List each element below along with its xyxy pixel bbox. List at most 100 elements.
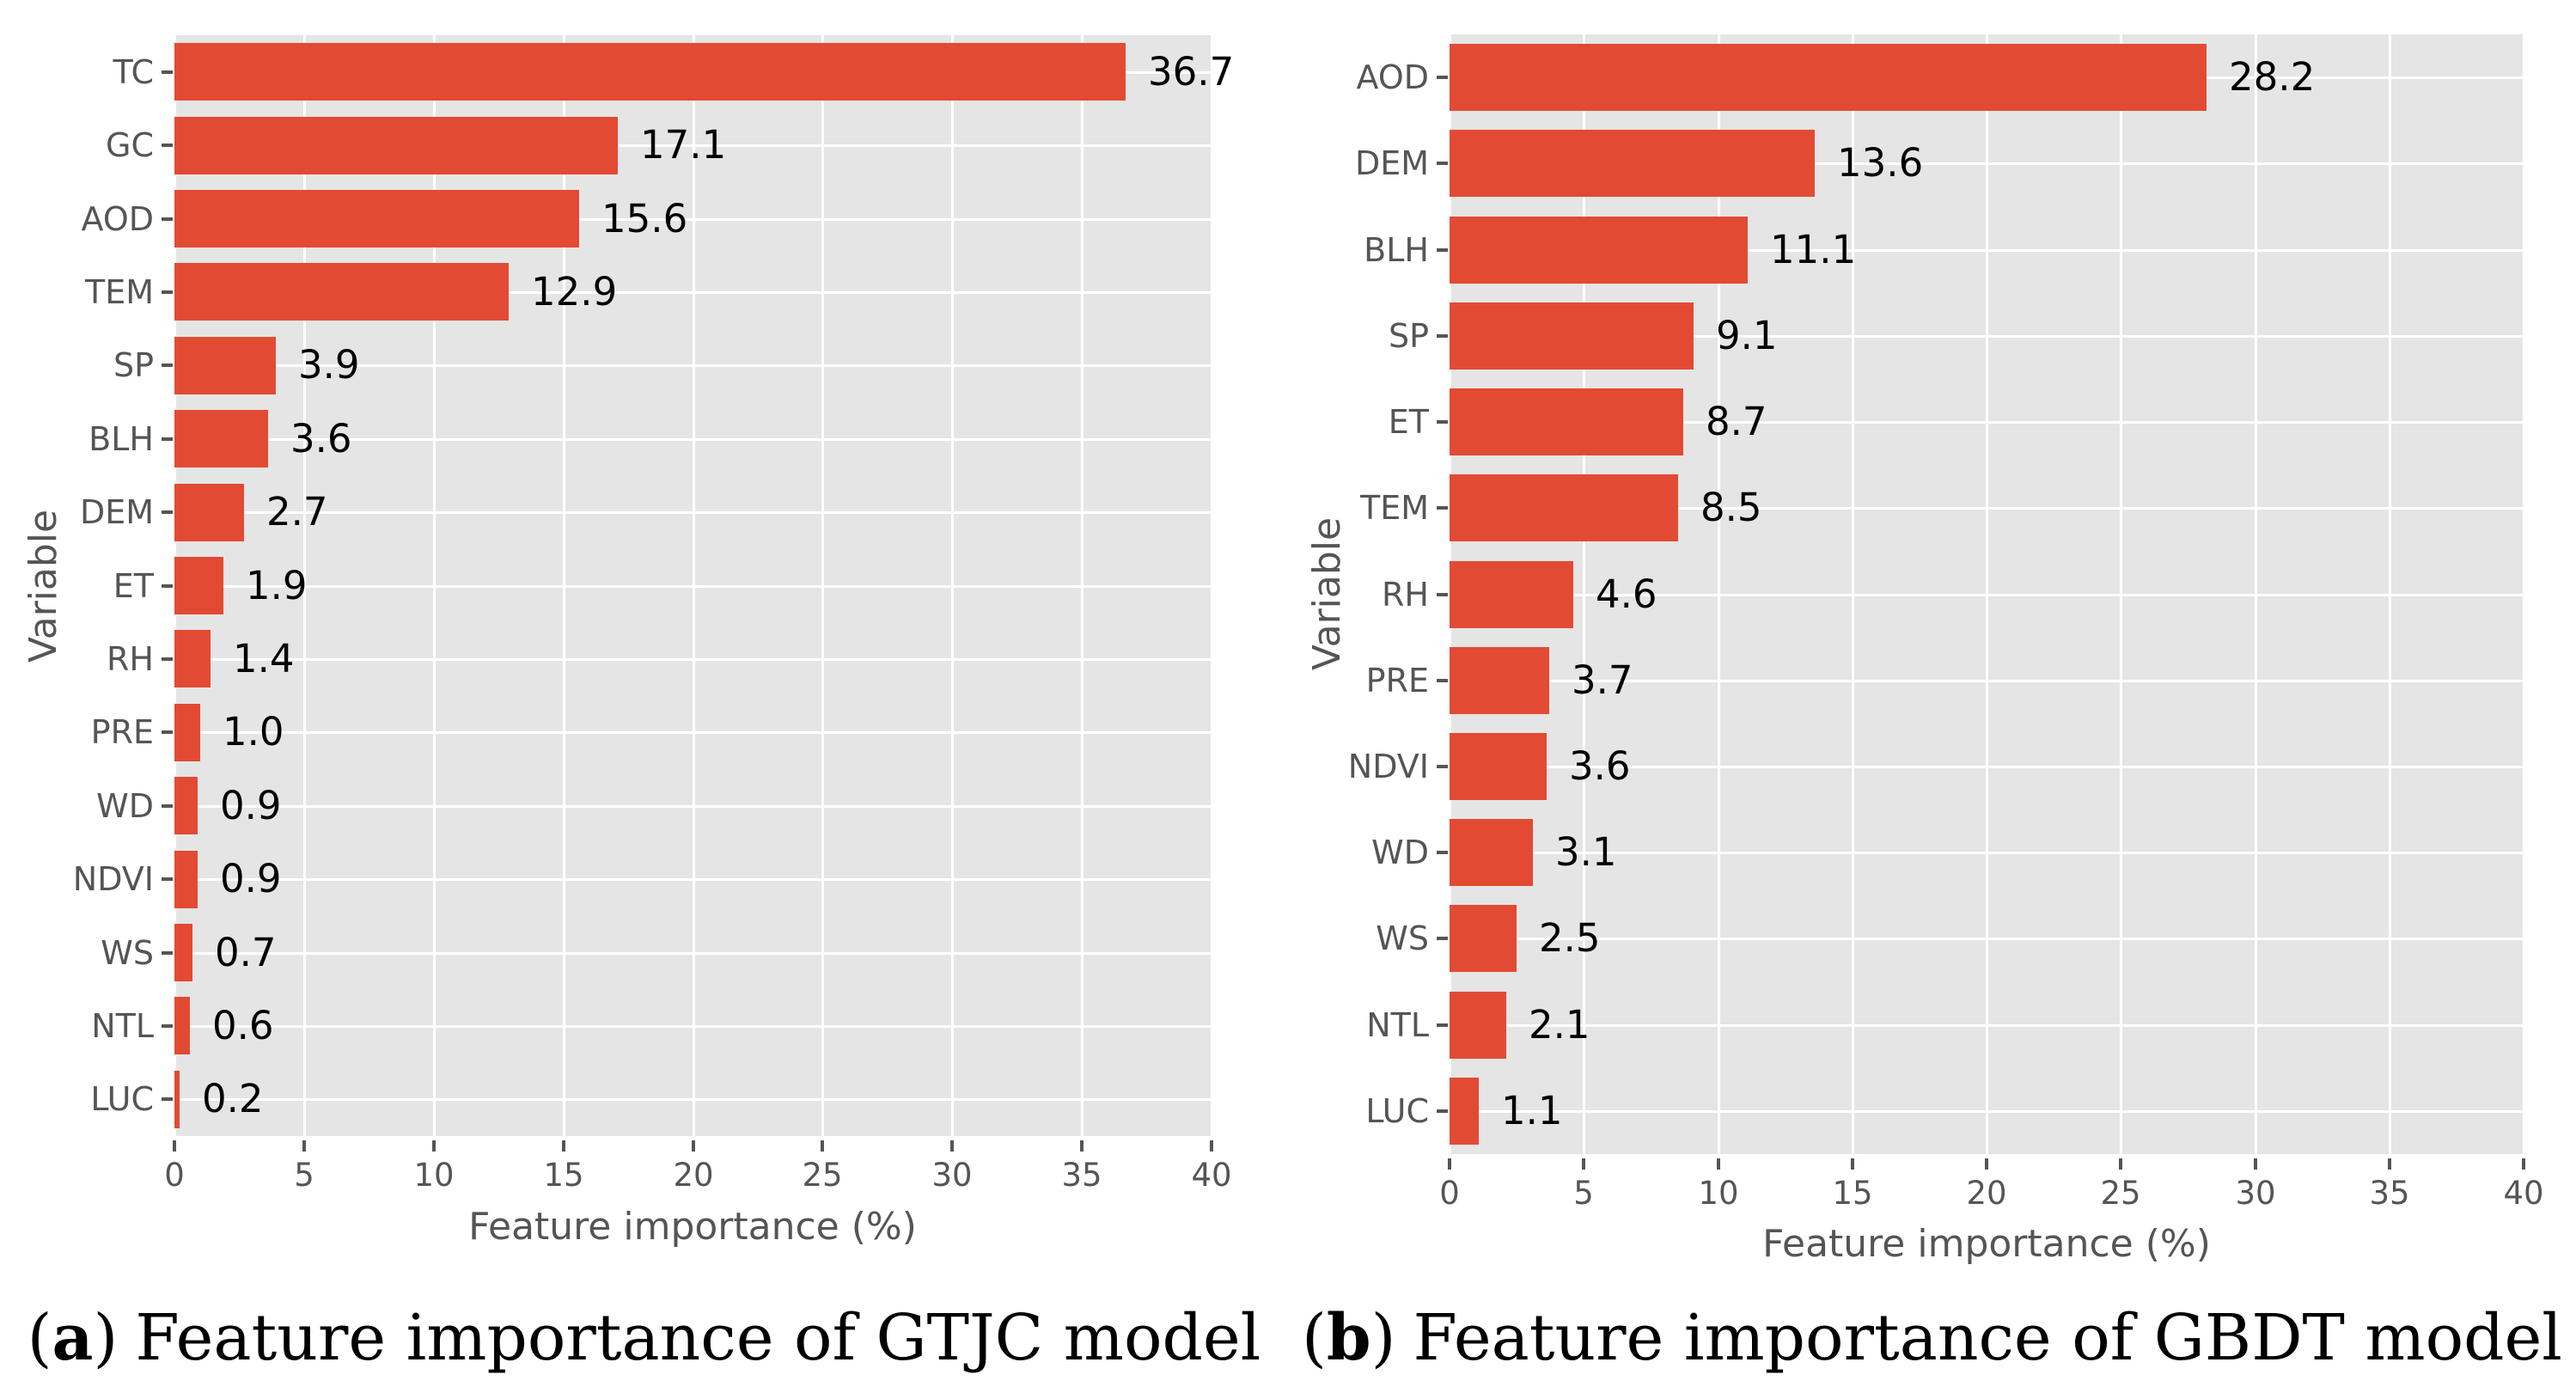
x-tick-label: 40 — [1191, 1157, 1232, 1194]
value-label: 17.1 — [640, 122, 727, 168]
plot-panel — [173, 35, 1213, 1136]
y-gridline — [174, 1097, 1212, 1101]
category-label: AOD — [81, 200, 155, 238]
y-tick — [162, 657, 173, 661]
y-tick — [162, 1024, 173, 1028]
bar — [1450, 905, 1517, 972]
value-label: 15.6 — [601, 196, 688, 241]
y-gridline — [1450, 420, 2524, 424]
category-label: WS — [1376, 919, 1429, 957]
caption-a-paren-open: ( — [27, 1301, 52, 1375]
bar — [1450, 733, 1547, 800]
category-label: WD — [96, 787, 154, 825]
x-tick-label: 30 — [931, 1157, 973, 1194]
x-tick — [173, 1140, 176, 1152]
bar — [1450, 819, 1533, 886]
y-gridline — [1450, 334, 2524, 338]
x-tick-label: 15 — [543, 1157, 584, 1194]
category-label: WD — [1371, 834, 1429, 871]
category-label: RH — [107, 640, 154, 678]
value-label: 0.6 — [212, 1003, 274, 1048]
y-tick — [162, 804, 173, 808]
caption-b-letter: b — [1326, 1301, 1371, 1375]
category-label: TEM — [1359, 489, 1429, 527]
y-gridline — [174, 730, 1212, 734]
y-tick — [1437, 765, 1448, 768]
y-gridline — [174, 437, 1212, 441]
bar — [1450, 44, 2207, 111]
bar — [174, 190, 579, 247]
bar — [174, 851, 198, 908]
bar — [174, 1071, 180, 1128]
category-label: NTL — [91, 1007, 154, 1045]
x-tick — [2254, 1158, 2257, 1170]
bar — [1450, 561, 1573, 628]
x-tick — [1080, 1140, 1084, 1152]
bar — [174, 337, 276, 394]
value-label: 1.4 — [233, 636, 295, 681]
y-gridline — [174, 144, 1212, 147]
value-label: 3.1 — [1555, 829, 1617, 875]
x-tick-label: 0 — [164, 1157, 185, 1194]
y-tick — [1437, 162, 1448, 165]
value-label: 0.7 — [215, 930, 277, 975]
y-tick — [162, 70, 173, 74]
value-label: 1.0 — [223, 709, 284, 754]
bar — [1450, 474, 1678, 541]
value-label: 8.5 — [1700, 485, 1762, 530]
y-gridline — [174, 1024, 1212, 1028]
x-tick — [2388, 1158, 2391, 1170]
bar — [174, 777, 198, 834]
bar — [174, 410, 268, 467]
y-gridline — [174, 584, 1212, 588]
value-label: 11.1 — [1770, 227, 1857, 272]
category-label: TC — [113, 53, 154, 91]
category-label: ET — [113, 567, 154, 605]
bar — [1450, 1078, 1479, 1145]
y-tick — [1437, 76, 1448, 79]
category-label: NTL — [1366, 1006, 1429, 1044]
x-tick — [302, 1140, 306, 1152]
bar — [174, 557, 223, 614]
x-tick-label: 20 — [673, 1157, 714, 1194]
y-gridline — [1450, 1109, 2524, 1113]
x-tick-label: 0 — [1439, 1175, 1460, 1212]
y-tick — [162, 730, 173, 734]
value-label: 3.6 — [290, 416, 352, 461]
category-label: BLH — [1364, 231, 1429, 269]
caption-b-paren-close: ) — [1370, 1301, 1396, 1375]
x-tick-label: 15 — [1832, 1175, 1873, 1212]
category-label: NDVI — [72, 860, 154, 898]
category-label: RH — [1382, 576, 1429, 614]
value-label: 2.5 — [1539, 915, 1601, 961]
value-label: 2.7 — [266, 489, 328, 535]
x-tick-label: 10 — [1698, 1175, 1739, 1212]
category-label: SP — [1388, 317, 1429, 355]
x-gridline — [2522, 34, 2525, 1154]
x-tick-label: 10 — [413, 1157, 455, 1194]
x-tick — [1717, 1158, 1720, 1170]
y-gridline — [174, 951, 1212, 955]
x-tick — [432, 1140, 436, 1152]
bar — [174, 924, 192, 981]
value-label: 0.9 — [220, 856, 282, 901]
x-tick-label: 25 — [802, 1157, 843, 1194]
value-label: 1.1 — [1501, 1088, 1563, 1133]
y-gridline — [1450, 679, 2524, 682]
y-gridline — [174, 804, 1212, 808]
caption-a-text: Feature importance of GTJC model — [135, 1301, 1261, 1375]
caption-a-paren-close: ) — [93, 1301, 119, 1375]
bar — [174, 484, 244, 541]
category-label: DEM — [1354, 144, 1429, 182]
x-tick-label: 5 — [1573, 1175, 1594, 1212]
x-tick — [1985, 1158, 1988, 1170]
y-gridline — [174, 510, 1212, 514]
bar — [1450, 217, 1748, 284]
x-tick — [950, 1140, 954, 1152]
x-gridline — [1210, 35, 1213, 1136]
category-label: NDVI — [1347, 748, 1429, 785]
x-tick-label: 30 — [2235, 1175, 2276, 1212]
x-tick — [692, 1140, 695, 1152]
y-gridline — [1450, 851, 2524, 854]
